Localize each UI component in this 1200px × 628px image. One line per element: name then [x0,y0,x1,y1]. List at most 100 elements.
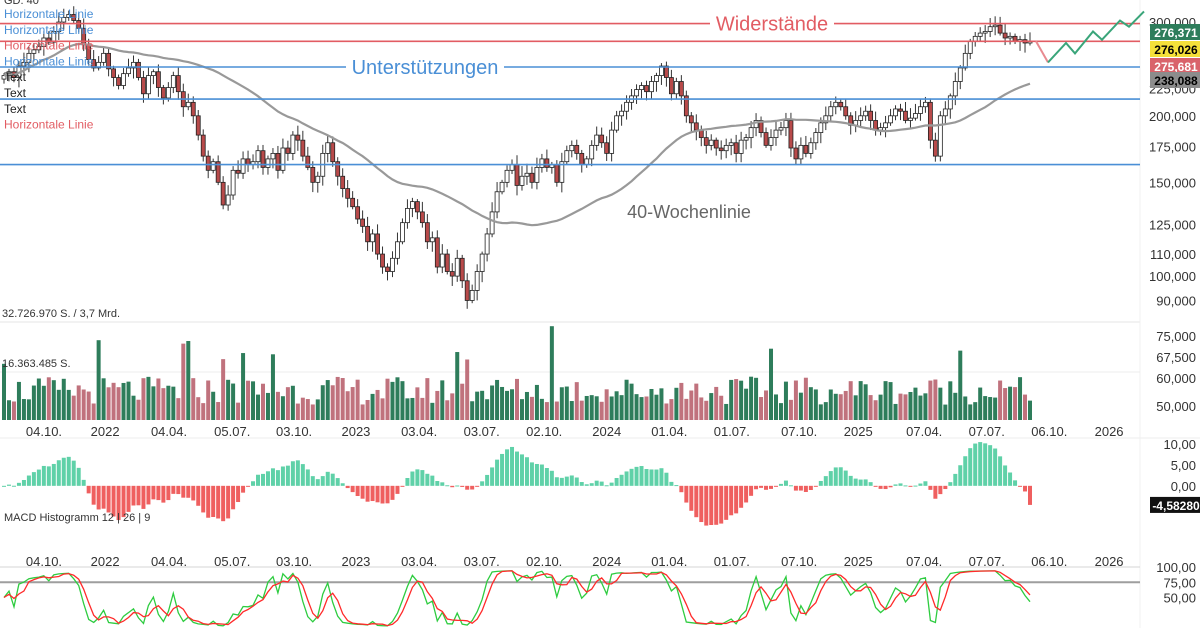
volume-bar [116,387,121,420]
volume-bar [983,396,988,420]
volume-bar [953,392,958,420]
volume-bar [754,377,759,420]
date-tick-label: 2023 [341,554,370,569]
macd-bar [629,468,634,486]
candle-body [723,144,729,152]
volume-bar [141,378,146,420]
candle-body [823,115,829,124]
candle-body [305,155,311,168]
candle-body [634,89,639,97]
object-label[interactable]: Horizontale Linie [4,39,94,53]
candle-body [255,150,261,163]
macd-bar [1008,472,1013,486]
candle-body [768,137,774,146]
macd-bar [136,485,141,506]
volume-bar [320,385,325,420]
candle-body [923,101,928,108]
candle-body [858,115,864,121]
volume-bar [455,352,460,420]
volume-bar [111,382,116,420]
object-label[interactable]: Text [4,70,27,84]
volume-bar [280,396,285,420]
volume-bar [226,379,231,420]
macd-bar [858,479,863,486]
volume-bar [295,403,300,420]
candle-body [758,120,764,133]
macd-bar [669,481,674,486]
object-label[interactable]: Horizontale Linie [4,54,94,68]
volume-bar [634,394,639,420]
volume-bar [858,381,863,420]
macd-bar [181,485,186,498]
volume-bar [654,394,659,420]
stoch-tick-label: 100,00 [1156,560,1196,575]
candle-body [683,95,689,117]
volume-bar [863,384,868,420]
candle-body [624,101,629,112]
date-tick-label: 07.04. [906,424,942,439]
volume-bar [26,399,31,420]
macd-bar [973,443,978,486]
volume-bar [475,391,480,420]
candle-body [678,81,684,97]
price-badge-label: 238,088 [1154,74,1198,88]
candle-body [101,52,107,63]
macd-bar [813,485,818,487]
candle-body [529,172,535,183]
candle-body [310,167,316,183]
candle-body [410,201,415,209]
volume-bar [101,378,106,420]
volume-bar [614,391,619,420]
macd-bar [191,485,196,501]
candle-body [753,120,759,129]
candle-body [668,77,674,95]
volume-bar [315,399,320,420]
volume-bar [171,386,176,420]
volume-bar [300,397,305,420]
object-label[interactable]: Horizontale Linie [4,7,94,21]
macd-bar [410,471,415,486]
macd-bar [883,485,888,490]
candle-body [997,24,1003,34]
candle-body [469,290,475,301]
candle-body [863,110,869,117]
macd-value-label: -4,58280 [1152,499,1200,513]
candle-body [474,271,480,291]
object-label[interactable]: Text [4,102,27,116]
volume-bar [430,402,435,420]
macd-bar [11,485,16,487]
volume-bar [450,393,455,420]
date-tick-label: 2024 [592,554,621,569]
volume-bar [251,381,256,420]
macd-bar [2,485,6,487]
candle-body [898,108,903,112]
macd-bar [893,484,898,486]
volume-bar [524,391,529,420]
candle-body [390,257,395,272]
candle-body [788,120,794,149]
volume-bar [216,402,221,420]
macd-bar [131,485,136,506]
volume-bar [405,398,410,420]
volume-bar [724,403,729,420]
price-tick-label: 125,000 [1149,218,1196,233]
macd-bar [61,457,66,486]
macd-bar [270,468,275,486]
macd-bar [579,482,584,486]
volume-bar [803,377,808,420]
candle-body [539,158,545,168]
volume-bar [599,401,604,420]
candle-body [111,68,116,78]
date-tick-label: 02.10. [526,424,562,439]
object-label[interactable]: Horizontale Linie [4,118,94,132]
volume-bar [893,403,898,420]
macd-bar [116,485,121,521]
object-label[interactable]: Text [4,86,27,100]
object-label[interactable]: Horizontale Linie [4,23,94,37]
macd-bar [395,485,400,494]
macd-bar [26,475,31,486]
price-badge [1150,24,1200,40]
macd-bar [734,485,739,514]
macd-bar [315,479,320,486]
